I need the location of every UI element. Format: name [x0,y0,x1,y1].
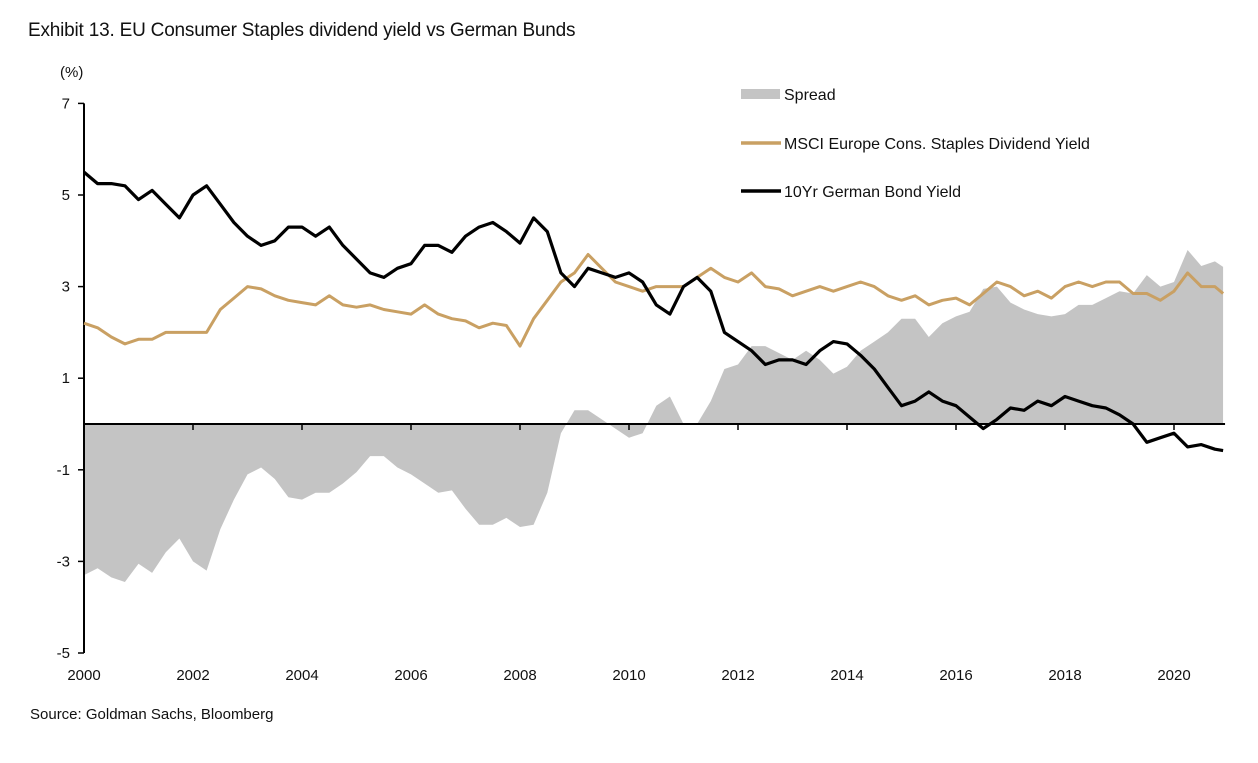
x-tick-label: 2004 [285,667,318,684]
lines-layer [82,170,1225,453]
dividend-yield-line [83,253,1225,348]
legend-label: MSCI Europe Cons. Staples Dividend Yield [784,136,1090,153]
x-tick-label: 2018 [1048,667,1081,684]
legend-label: 10Yr German Bond Yield [784,184,961,201]
y-tick-label: -3 [57,553,70,570]
chart-title: Exhibit 13. EU Consumer Staples dividend… [28,20,576,41]
x-tick-label: 2016 [939,667,972,684]
x-tick-label: 2014 [830,667,863,684]
y-axis-unit-label: (%) [60,64,84,81]
legend-swatch-spread [741,89,780,99]
x-tick-label: 2020 [1157,667,1190,684]
x-tick-label: 2008 [503,667,536,684]
spread-area [84,250,1224,582]
y-tick-label: 1 [62,370,70,387]
y-tick-label: 3 [62,279,70,296]
x-tick-label: 2010 [612,667,645,684]
legend-label: Spread [784,87,836,104]
axes-layer: 7 5 3 1 -1 -3 -5 2000 2002 2004 2006 2008 2010 2012 20… [57,95,1226,684]
y-tick-label: -5 [57,645,70,662]
y-tick-label: 7 [62,95,70,112]
y-tick-label: -1 [57,462,70,479]
y-tick-label: 5 [62,187,70,204]
spread-area-layer [84,250,1224,582]
source-note: Source: Goldman Sachs, Bloomberg [30,706,274,723]
bond-yield-line [82,170,1224,453]
legend: Spread MSCI Europe Cons. Staples Dividend… [741,87,1090,201]
x-tick-label: 2000 [67,667,100,684]
x-tick-label: 2002 [176,667,209,684]
x-tick-label: 2012 [721,667,754,684]
x-tick-label: 2006 [394,667,427,684]
